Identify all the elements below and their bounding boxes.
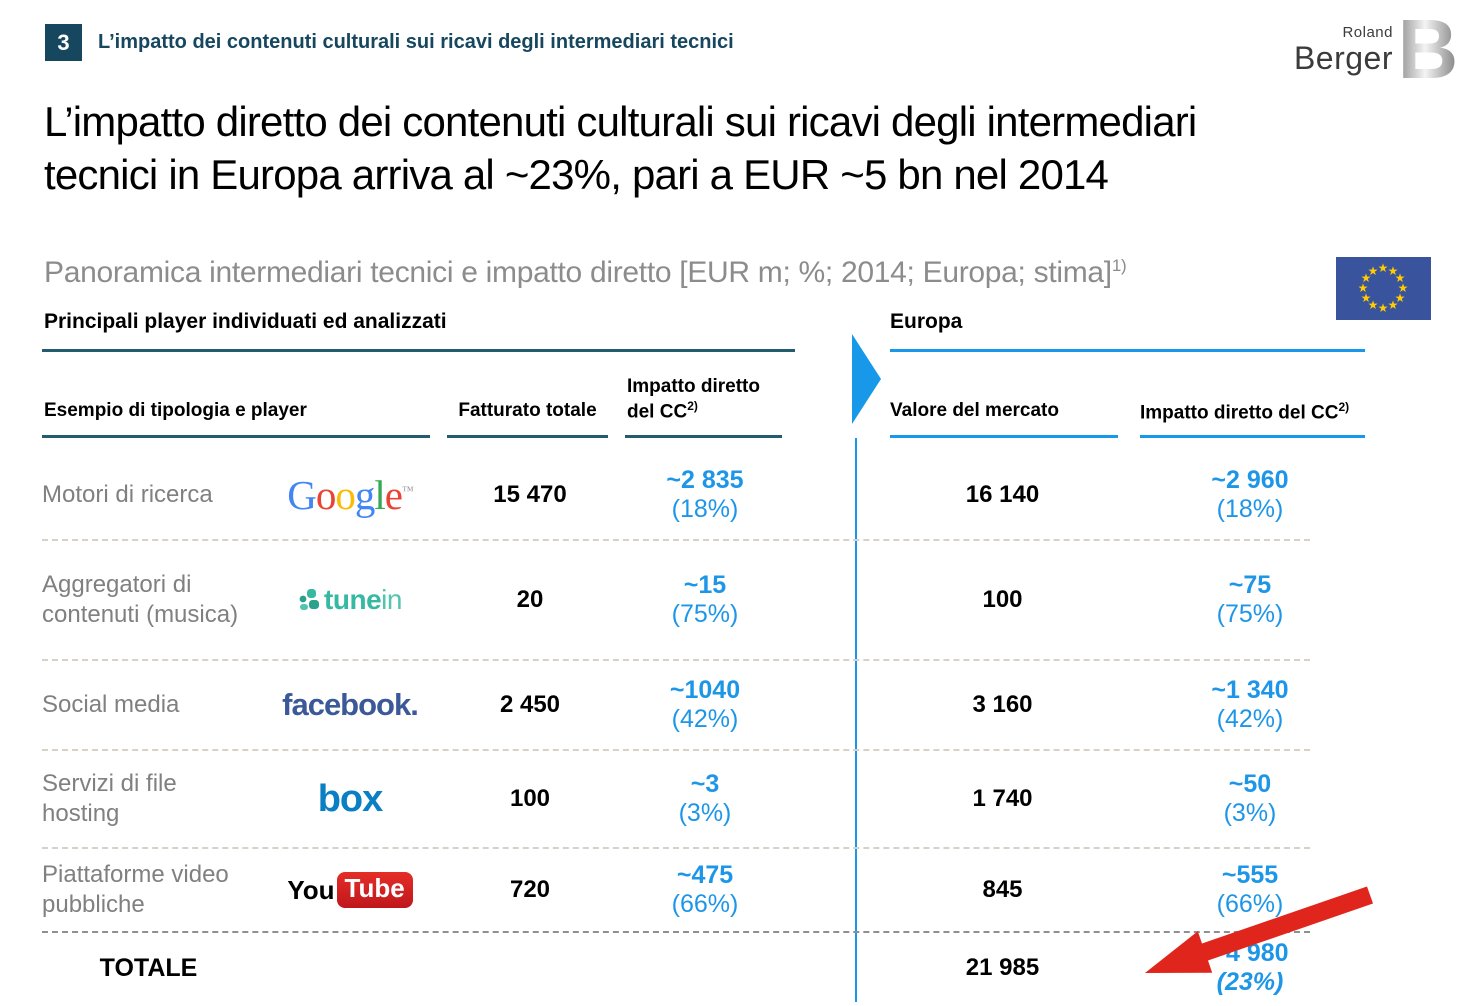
left-section-heading: Principali player individuati ed analizz…: [44, 310, 447, 333]
fatturato-value: 720: [509, 876, 551, 903]
row-separator: [42, 847, 1310, 849]
right-section-heading: Europa: [890, 310, 963, 333]
total-label: TOTALE: [99, 953, 198, 982]
chapter-number-badge: 3: [45, 24, 82, 61]
left-section-rule: [42, 349, 795, 352]
column-rule-impatto: [625, 435, 782, 438]
fatturato-value: 2 450: [499, 691, 561, 718]
highlight-arrow-icon: [1145, 886, 1373, 973]
table-row: Piattaforme video pubbliche You Tube 720 …: [42, 848, 1370, 933]
column-rule-valore: [890, 435, 1118, 438]
column-header-impatto-eu: Impatto diretto del CC2): [1140, 400, 1350, 424]
column-rule-fatturato: [447, 435, 608, 438]
svg-text:★: ★: [1361, 291, 1372, 305]
footnote-marker-1: 1): [1111, 256, 1127, 275]
impatto-eu-value: ~1 340 (42%): [1211, 675, 1289, 734]
impatto-value: ~3 (3%): [678, 769, 732, 828]
category-label: Piattaforme video pubbliche: [42, 861, 229, 918]
svg-text:★: ★: [1368, 264, 1379, 278]
column-rule-player: [42, 435, 430, 438]
logo-text-berger: Berger: [1293, 39, 1393, 76]
fatturato-value: 15 470: [493, 481, 567, 508]
svg-text:★: ★: [1395, 271, 1406, 285]
svg-text:★: ★: [1378, 261, 1389, 275]
total-valore-value: 21 985: [965, 954, 1040, 981]
tunein-leaf-icon: [299, 589, 320, 610]
column-header-valore: Valore del mercato: [890, 400, 1059, 421]
flow-arrow-icon: [852, 334, 881, 424]
google-logo: Google™: [287, 472, 414, 518]
tunein-logo: tune in: [255, 584, 445, 616]
svg-text:★: ★: [1378, 301, 1389, 315]
impatto-value: ~1040 (42%): [669, 675, 741, 734]
valore-mercato-value: 845: [982, 876, 1023, 903]
impatto-eu-value: ~2 960 (18%): [1211, 465, 1289, 524]
svg-text:★: ★: [1388, 264, 1399, 278]
table-row: Servizi di file hosting box 100 ~3 (3%) 1…: [42, 750, 1370, 849]
table-row: Social media facebook. 2 450 ~1040 (42%) …: [42, 660, 1370, 751]
category-label: Social media: [42, 691, 180, 718]
trademark-mark: ™: [401, 483, 414, 498]
footnote-marker-2: 2): [687, 398, 698, 413]
row-separator: [42, 539, 1310, 541]
valore-mercato-value: 3 160: [972, 691, 1033, 718]
category-label: Servizi di file hosting: [42, 770, 177, 827]
page-title-line2: tecnici in Europa arriva al ~23%, pari a…: [44, 150, 1109, 198]
svg-text:★: ★: [1398, 281, 1409, 295]
svg-text:★: ★: [1358, 281, 1369, 295]
valore-mercato-value: 100: [982, 586, 1023, 613]
svg-text:★: ★: [1368, 298, 1379, 312]
column-header-fatturato: Fatturato totale: [458, 400, 597, 421]
exhibit-subtitle-text: Panoramica intermediari tecnici e impatt…: [44, 256, 1112, 289]
section-divider-line: [855, 438, 857, 1002]
impatto-value: ~2 835 (18%): [666, 465, 744, 524]
impatto-eu-value: ~555 (66%): [1216, 860, 1284, 919]
roland-berger-b-icon: B: [1399, 6, 1457, 92]
page-title: L’impatto diretto dei contenuti cultural…: [44, 96, 1404, 202]
impatto-value: ~15 (75%): [671, 570, 739, 629]
impatto-eu-value: ~75 (75%): [1216, 570, 1284, 629]
row-separator: [42, 749, 1310, 751]
svg-text:★: ★: [1395, 291, 1406, 305]
category-label: Motori di ricerca: [42, 481, 213, 508]
table-row: Aggregatori di contenuti (musica) tune in…: [42, 540, 1370, 661]
valore-mercato-value: 16 140: [965, 481, 1040, 508]
table-row: Motori di ricerca Google™ 15 470 ~2 835(…: [42, 450, 1370, 541]
facebook-logo: facebook.: [282, 687, 419, 722]
roland-berger-wordmark: Roland Berger: [1294, 25, 1393, 74]
footnote-marker-2: 2): [1338, 400, 1350, 414]
column-header-impatto: Impatto diretto del CC2): [627, 376, 760, 423]
fatturato-value: 20: [516, 586, 544, 613]
youtube-logo: You Tube: [255, 872, 445, 908]
impatto-eu-value: ~50 (3%): [1223, 769, 1277, 828]
impatto-value: ~475 (66%): [671, 860, 739, 919]
svg-text:★: ★: [1361, 271, 1372, 285]
category-label: Aggregatori di contenuti (musica): [42, 571, 239, 628]
logo-text-roland: Roland: [1342, 23, 1393, 41]
chapter-title: L’impatto dei contenuti culturali sui ri…: [98, 31, 734, 53]
eu-flag-icon: ★ ★★ ★★★ ★★★ ★★★: [1336, 257, 1431, 320]
page-title-line1: L’impatto diretto dei contenuti cultural…: [44, 98, 1197, 145]
exhibit-subtitle: Panoramica intermediari tecnici e impatt…: [44, 256, 1127, 290]
svg-text:B: B: [1399, 6, 1457, 92]
svg-text:★: ★: [1388, 298, 1399, 312]
column-header-player: Esempio di tipologia e player: [44, 400, 307, 421]
roland-berger-logo: Roland Berger B: [1294, 6, 1457, 92]
column-rule-impatto-eu: [1140, 435, 1365, 438]
box-logo: box: [317, 777, 384, 820]
total-separator: [42, 931, 1310, 933]
fatturato-value: 100: [509, 785, 551, 812]
row-separator: [42, 659, 1310, 661]
valore-mercato-value: 1 740: [972, 785, 1033, 812]
right-section-rule: [890, 349, 1365, 352]
